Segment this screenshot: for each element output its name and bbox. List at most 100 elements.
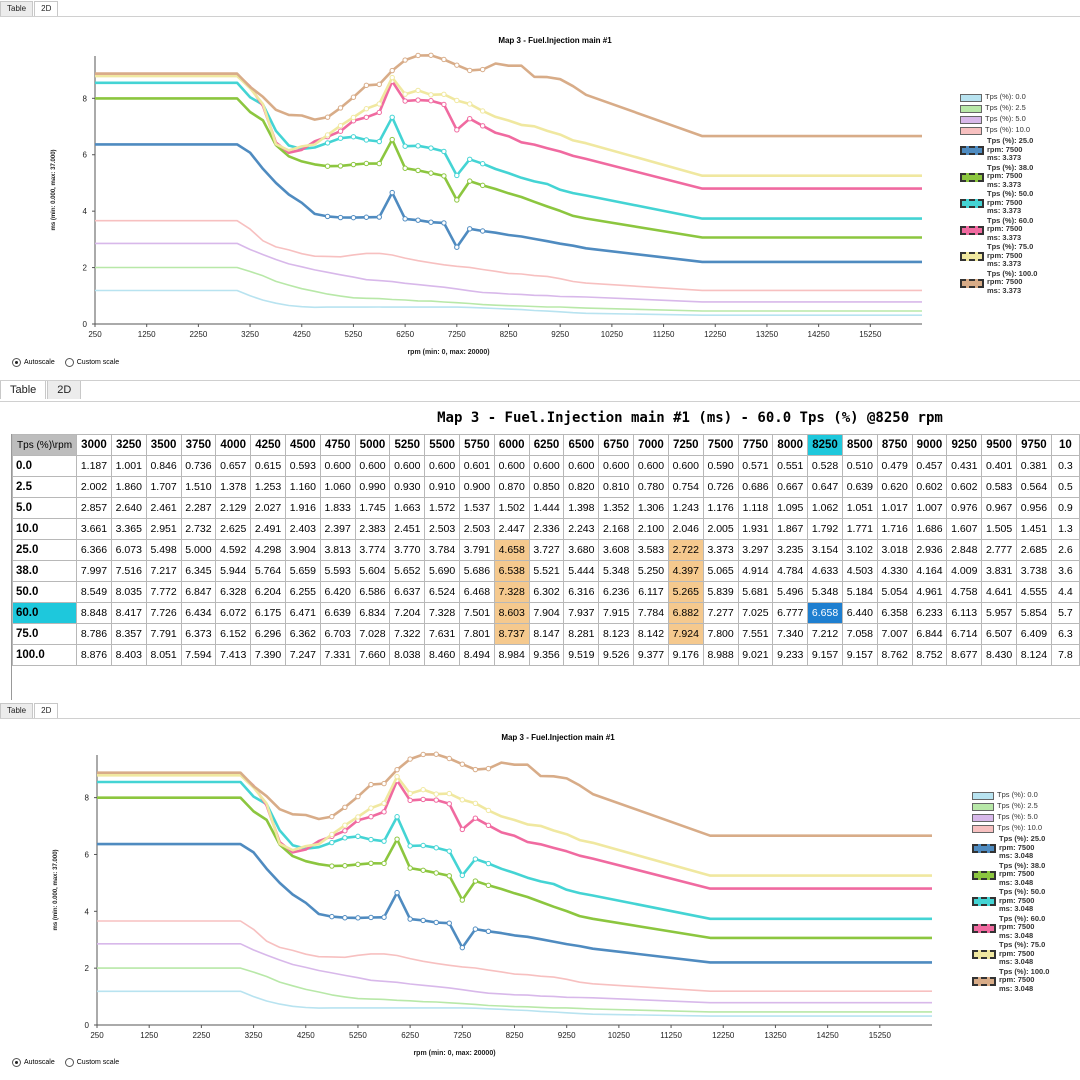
table-cell[interactable]: 6.639: [319, 602, 356, 624]
series-point[interactable]: [329, 913, 335, 920]
legend-item[interactable]: Tps (%): 0.0: [972, 790, 1049, 801]
table-cell[interactable]: 8.038: [389, 644, 426, 666]
column-header[interactable]: 7250: [667, 434, 704, 456]
table-cell[interactable]: 1.187: [76, 455, 112, 477]
table-cell[interactable]: 2.100: [633, 518, 669, 540]
series-point[interactable]: [407, 756, 413, 762]
table-cell[interactable]: 7.800: [702, 623, 739, 645]
series-point[interactable]: [467, 67, 473, 74]
table-cell[interactable]: 6.658: [807, 602, 843, 624]
table-cell[interactable]: 6.524: [424, 581, 460, 603]
series-point[interactable]: [368, 805, 374, 811]
column-header[interactable]: 8750: [876, 434, 913, 456]
table-cell[interactable]: 5.521: [528, 560, 565, 582]
series-point[interactable]: [324, 140, 331, 146]
series-point[interactable]: [454, 62, 460, 68]
table-cell[interactable]: 6.703: [319, 623, 356, 645]
table-cell[interactable]: 8.357: [110, 623, 147, 645]
table-cell[interactable]: 5.944: [215, 560, 252, 582]
series-point[interactable]: [389, 136, 395, 143]
legend-item[interactable]: Tps (%): 10.0: [960, 125, 1037, 136]
table-cell[interactable]: 0.510: [841, 455, 878, 477]
table-cell[interactable]: 6.204: [250, 581, 286, 603]
column-header[interactable]: 10: [1050, 434, 1080, 456]
legend-item[interactable]: Tps (%): 25.0 rpm: 7500 ms: 3.048: [972, 834, 1049, 861]
table-cell[interactable]: 2.129: [215, 497, 252, 519]
legend-item[interactable]: Tps (%): 60.0 rpm: 7500 ms: 3.373: [960, 216, 1037, 243]
series-point[interactable]: [376, 160, 382, 167]
tab-2d[interactable]: 2D: [34, 703, 59, 718]
table-cell[interactable]: 5.764: [250, 560, 286, 582]
legend-item[interactable]: Tps (%): 5.0: [972, 812, 1049, 823]
table-cell[interactable]: 7.915: [598, 602, 635, 624]
table-cell[interactable]: 7.997: [76, 560, 112, 582]
table-cell[interactable]: 8.786: [76, 623, 112, 645]
series-point[interactable]: [446, 848, 452, 854]
autoscale-radio[interactable]: Autoscale: [12, 358, 55, 367]
table-cell[interactable]: 1.398: [563, 497, 600, 519]
series-point[interactable]: [415, 143, 421, 149]
tab-table[interactable]: Table: [0, 1, 34, 16]
table-cell[interactable]: 6.586: [354, 581, 391, 603]
series-point[interactable]: [428, 219, 434, 225]
series-point[interactable]: [329, 813, 335, 820]
table-cell[interactable]: 4.298: [250, 539, 286, 561]
series-point[interactable]: [407, 843, 413, 849]
series-point[interactable]: [441, 101, 447, 108]
table-cell[interactable]: 2.491: [250, 518, 286, 540]
table-cell[interactable]: 7.726: [145, 602, 182, 624]
series-point[interactable]: [420, 867, 426, 873]
column-header[interactable]: 6000: [493, 434, 530, 456]
table-cell[interactable]: 2.503: [459, 518, 495, 540]
table-cell[interactable]: 6.637: [389, 581, 426, 603]
tab-2d[interactable]: 2D: [34, 1, 59, 16]
table-cell[interactable]: 9.157: [841, 644, 878, 666]
table-cell[interactable]: 6.373: [180, 623, 217, 645]
table-cell[interactable]: 0.754: [667, 476, 704, 498]
table-cell[interactable]: 4.330: [876, 560, 913, 582]
table-cell[interactable]: 1.505: [981, 518, 1017, 540]
column-header[interactable]: 3000: [76, 434, 112, 456]
autoscale-radio[interactable]: Autoscale: [12, 1058, 55, 1067]
table-cell[interactable]: 4.009: [946, 560, 983, 582]
table-cell[interactable]: 4.758: [946, 581, 983, 603]
table-cell[interactable]: 2.640: [110, 497, 147, 519]
table-cell[interactable]: 3.018: [876, 539, 913, 561]
table-cell[interactable]: 9.176: [667, 644, 704, 666]
table-cell[interactable]: 0.5: [1050, 476, 1080, 498]
row-header[interactable]: 5.0: [11, 497, 78, 519]
table-cell[interactable]: 7.217: [145, 560, 182, 582]
table-cell[interactable]: 5.184: [841, 581, 878, 603]
series-point[interactable]: [428, 98, 434, 104]
table-cell[interactable]: 1.095: [772, 497, 809, 519]
series-point[interactable]: [389, 114, 395, 120]
series-point[interactable]: [324, 114, 331, 120]
table-cell[interactable]: 2.005: [702, 518, 739, 540]
table-cell[interactable]: 5.054: [876, 581, 913, 603]
series-point[interactable]: [324, 132, 331, 138]
series-point[interactable]: [363, 160, 370, 167]
column-header[interactable]: 3250: [110, 434, 147, 456]
table-cell[interactable]: 0.736: [180, 455, 217, 477]
table-cell[interactable]: 6.538: [493, 560, 530, 582]
series-point[interactable]: [329, 863, 335, 869]
table-cell[interactable]: 0.401: [981, 455, 1017, 477]
legend-item[interactable]: Tps (%): 75.0 rpm: 7500 ms: 3.373: [960, 242, 1037, 269]
table-cell[interactable]: 7.516: [110, 560, 147, 582]
series-point[interactable]: [467, 116, 473, 122]
table-cell[interactable]: 7.772: [145, 581, 182, 603]
table-cell[interactable]: 2.685: [1016, 539, 1052, 561]
series-point[interactable]: [485, 822, 492, 829]
table-cell[interactable]: 0.820: [563, 476, 600, 498]
series-point[interactable]: [441, 56, 447, 63]
series-point[interactable]: [342, 863, 348, 869]
table-cell[interactable]: 2.503: [424, 518, 460, 540]
table-cell[interactable]: 4.397: [667, 560, 704, 582]
table-cell[interactable]: 0.600: [493, 455, 530, 477]
table-cell[interactable]: 2.002: [76, 476, 112, 498]
table-cell[interactable]: 5.686: [459, 560, 495, 582]
table-cell[interactable]: 2.6: [1050, 539, 1080, 561]
table-cell[interactable]: 4.633: [807, 560, 843, 582]
table-cell[interactable]: 1.771: [841, 518, 878, 540]
table-cell[interactable]: 0.602: [946, 476, 983, 498]
